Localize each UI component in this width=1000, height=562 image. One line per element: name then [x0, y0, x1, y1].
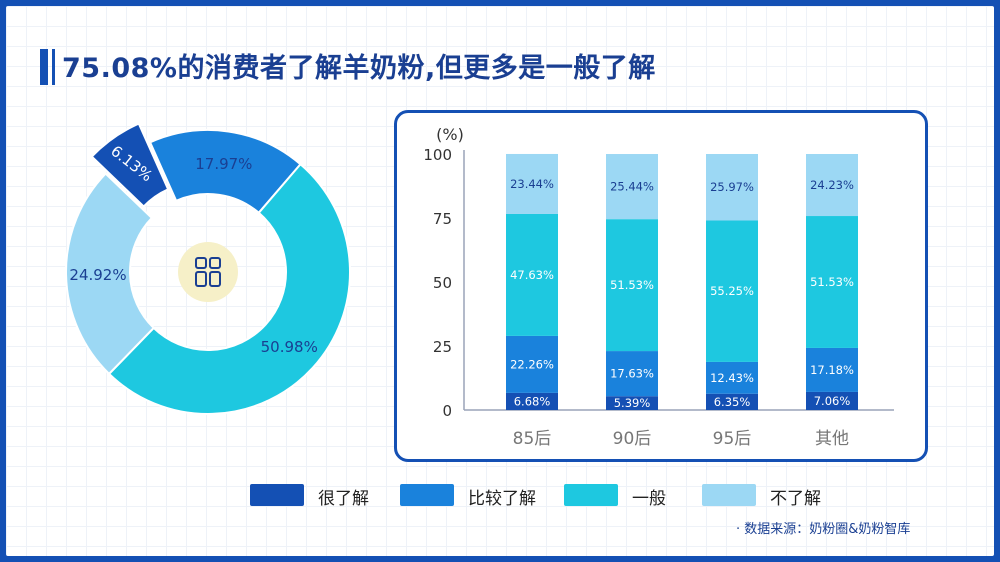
legend-label: 比较了解	[468, 489, 536, 509]
stacked-bar-segment	[506, 213, 558, 336]
stacked-bar-value-label: 24.23%	[810, 178, 854, 192]
stacked-bar-segment	[806, 216, 858, 348]
x-category-label: 95后	[713, 429, 752, 449]
legend-label: 一般	[632, 489, 666, 509]
legend-swatch	[702, 484, 756, 506]
poster-frame: 75.08%的消费者了解羊奶粉,但更多是一般了解 6.13% 17.97% 50.9…	[6, 6, 994, 556]
stacked-bar-value-label: 6.35%	[714, 395, 751, 409]
stacked-bar-segment	[506, 392, 558, 410]
legend-swatch	[400, 484, 454, 506]
x-category-label: 其他	[815, 429, 849, 449]
legend-swatch	[564, 484, 618, 506]
y-tick-label: 75	[433, 210, 452, 228]
stacked-bar-segment	[706, 154, 758, 221]
stacked-bar-value-label: 51.53%	[610, 278, 654, 292]
data-source-note: · 数据来源：奶粉圈&奶粉智库	[736, 522, 911, 537]
stacked-bar-value-label: 51.53%	[810, 275, 854, 289]
stacked-bar-segment	[706, 220, 758, 362]
stacked-bar-segment	[506, 335, 558, 393]
page-title: 75.08%的消费者了解羊奶粉,但更多是一般了解	[62, 53, 656, 84]
stacked-bar-segment	[606, 396, 658, 410]
grid-window-icon	[209, 257, 221, 269]
y-tick-label: 50	[433, 274, 452, 292]
y-axis-unit-label: (%)	[436, 125, 464, 144]
stacked-bar-segment	[506, 153, 558, 214]
stacked-bar-value-label: 6.68%	[514, 394, 551, 408]
donut-slice	[65, 172, 156, 376]
grid-window-icon	[209, 271, 221, 287]
stacked-bar-value-label: 7.06%	[814, 394, 851, 408]
donut-slice-label: 50.98%	[261, 338, 318, 356]
grid-window-icon	[195, 271, 207, 287]
title-accent-bar-thin	[52, 49, 55, 85]
x-category-label: 90后	[613, 429, 652, 449]
stacked-bar-segment	[806, 391, 858, 410]
legend-swatch	[250, 484, 304, 506]
stacked-bar-segment	[606, 351, 658, 397]
legend-label: 很了解	[318, 489, 369, 509]
stacked-bar-segment	[606, 219, 658, 352]
stacked-bar-value-label: 5.39%	[614, 396, 651, 410]
stacked-bar-segment	[606, 154, 658, 220]
stacked-bar-segment	[706, 361, 758, 394]
stacked-bar-value-label: 17.18%	[810, 363, 854, 377]
y-tick-label: 0	[442, 402, 452, 420]
y-tick-label: 25	[433, 338, 452, 356]
stacked-bar-value-label: 55.25%	[710, 284, 754, 298]
donut-slice-label: 24.92%	[69, 266, 126, 284]
stacked-bar-value-label: 12.43%	[710, 371, 754, 385]
center-icon-badge	[178, 242, 238, 302]
stacked-bar-value-label: 23.44%	[510, 177, 554, 191]
title-accent-bar	[40, 49, 48, 85]
stacked-bar-value-label: 47.63%	[510, 268, 554, 282]
y-tick-label: 100	[423, 146, 452, 164]
stacked-bar-value-label: 22.26%	[510, 357, 554, 371]
stacked-bar-segment	[806, 347, 858, 392]
donut-slice-label: 17.97%	[195, 155, 252, 173]
legend-label: 不了解	[770, 489, 821, 509]
charts-canvas: 6.13% 17.97%50.98%24.92%(%)02550751006.68…	[65, 122, 894, 449]
donut-slice	[90, 122, 170, 208]
grid-window-icon	[195, 257, 207, 269]
stacked-bar-segment	[806, 154, 858, 217]
stacked-bar-value-label: 25.44%	[610, 180, 654, 194]
stacked-bar-segment	[706, 393, 758, 410]
x-category-label: 85后	[513, 429, 552, 449]
stacked-bar-value-label: 25.97%	[710, 180, 754, 194]
stacked-bar-value-label: 17.63%	[610, 367, 654, 381]
donut-slice	[148, 129, 302, 215]
donut-slice	[107, 162, 351, 415]
